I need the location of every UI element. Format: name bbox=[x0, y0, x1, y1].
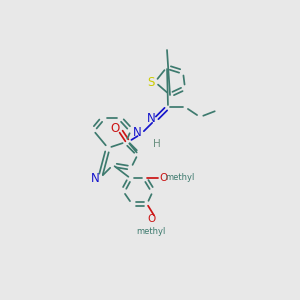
Text: O: O bbox=[147, 214, 155, 224]
Text: methyl: methyl bbox=[165, 173, 195, 182]
Text: S: S bbox=[147, 76, 155, 89]
Text: N: N bbox=[91, 172, 99, 185]
Text: O: O bbox=[160, 173, 168, 183]
Text: N: N bbox=[133, 127, 141, 140]
Text: H: H bbox=[153, 139, 161, 149]
Text: O: O bbox=[110, 122, 120, 136]
Text: methyl: methyl bbox=[136, 227, 166, 236]
Text: N: N bbox=[147, 112, 155, 125]
